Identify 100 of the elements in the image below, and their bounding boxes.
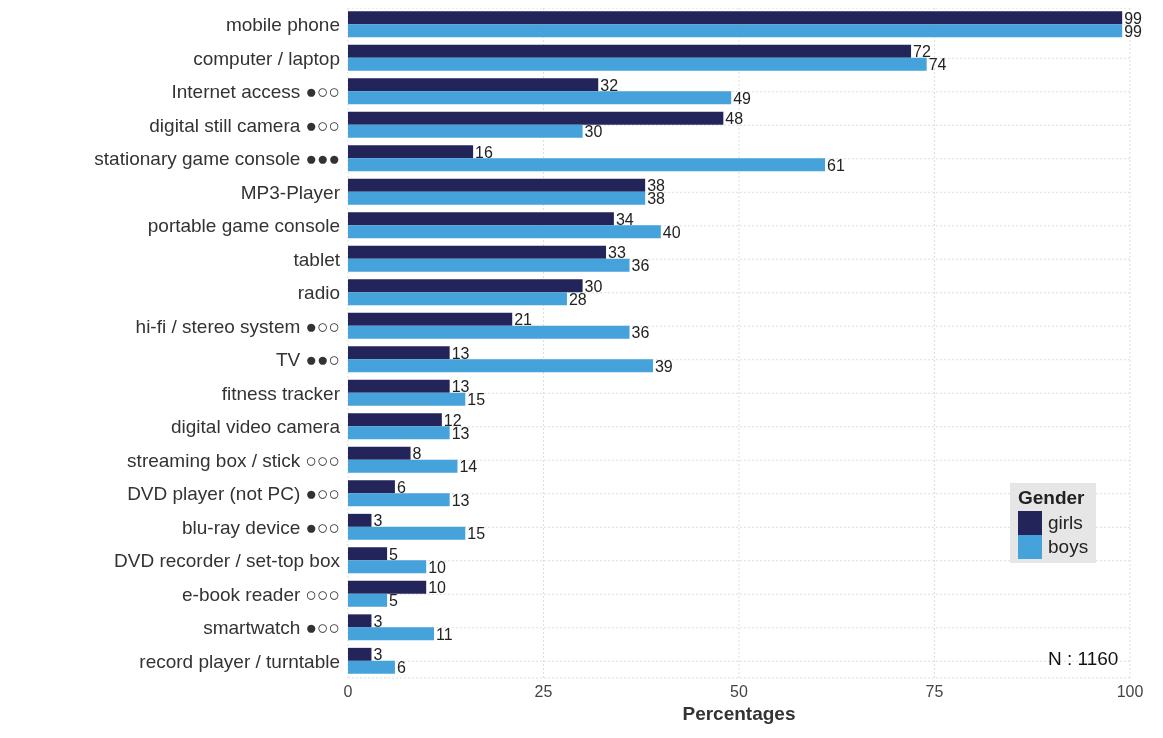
data-label: 40 [662, 223, 681, 241]
bar [348, 413, 442, 427]
x-tick-label: 0 [343, 683, 353, 701]
x-tick-label: 25 [534, 683, 553, 701]
bar [348, 145, 474, 159]
data-label: 13 [451, 491, 470, 509]
bar [348, 526, 466, 540]
data-label: 34 [615, 210, 634, 228]
y-tick-label: hi-fi / stereo system ●○○ [135, 315, 340, 337]
y-tick-label: computer / laptop [193, 47, 340, 69]
data-label: 10 [428, 579, 447, 597]
y-tick-label: record player / turntable [139, 650, 340, 672]
data-label: 5 [389, 592, 399, 610]
y-tick-label: stationary game console ●●● [94, 148, 340, 170]
y-tick-label: DVD player (not PC) ●○○ [127, 483, 340, 505]
legend-title: Gender [1018, 487, 1086, 509]
data-label: 13 [451, 378, 470, 396]
data-label: 11 [436, 625, 453, 643]
bar [348, 78, 599, 92]
bar [348, 57, 927, 71]
data-label: 5 [389, 545, 399, 563]
data-label: 30 [584, 123, 603, 141]
data-label: 14 [459, 458, 478, 476]
data-label: 15 [467, 525, 486, 543]
legend-label: girls [1047, 511, 1084, 535]
bar [348, 124, 583, 138]
bar [348, 593, 388, 607]
bar [348, 111, 724, 125]
data-label: 33 [608, 244, 626, 262]
data-label: 49 [733, 89, 752, 107]
bar [348, 279, 583, 293]
bar [348, 44, 912, 58]
bar [348, 346, 450, 360]
data-label: 6 [396, 659, 406, 677]
bar [348, 24, 1123, 38]
bar [348, 580, 427, 594]
x-tick-label: 50 [730, 683, 748, 701]
data-label: 61 [827, 156, 845, 174]
bar [348, 292, 567, 306]
y-tick-label: e-book reader ○○○ [181, 583, 340, 605]
data-label: 13 [451, 344, 470, 362]
bar [348, 258, 630, 272]
data-label: 32 [600, 76, 619, 94]
y-tick-label: digital still camera ●○○ [149, 115, 340, 136]
y-tick-label: digital video camera [171, 416, 341, 438]
data-label: 6 [396, 478, 406, 496]
data-label: 39 [654, 357, 673, 375]
data-label: 38 [647, 190, 666, 208]
y-tick-label: blu-ray device ●○○ [182, 516, 340, 538]
y-tick-label: DVD recorder / set-top box [114, 550, 341, 572]
y-tick-label: MP3-Player [240, 181, 341, 203]
y-tick-label: fitness tracker [221, 382, 341, 404]
bar [348, 493, 450, 507]
annotation: N : 1160 [1048, 648, 1119, 670]
bar [348, 480, 395, 494]
y-tick-label: tablet [293, 248, 341, 270]
data-label: 36 [631, 324, 650, 342]
y-tick-label: portable game console [147, 215, 340, 237]
bar [348, 158, 826, 172]
bar [348, 614, 372, 628]
bar [348, 426, 450, 440]
data-label: 10 [428, 558, 447, 576]
data-label: 36 [631, 257, 650, 275]
y-tick-label: Internet access ●○○ [171, 81, 340, 103]
data-label: 3 [373, 612, 383, 630]
bar [348, 11, 1123, 25]
x-tick-label: 75 [925, 683, 944, 701]
bar [348, 392, 466, 406]
y-tick-label: mobile phone [225, 14, 340, 36]
x-tick-label: 100 [1116, 683, 1144, 701]
bar [348, 225, 661, 239]
bar [348, 627, 435, 641]
bar [348, 660, 395, 674]
data-label: 15 [467, 391, 486, 409]
bar [348, 312, 513, 326]
bar [348, 560, 427, 574]
data-label: 3 [373, 646, 383, 664]
bar [348, 212, 614, 226]
legend-label: boys [1047, 535, 1089, 559]
data-label: 74 [928, 56, 947, 74]
y-tick-label: streaming box / stick ○○○ [127, 449, 340, 471]
x-axis-title: Percentages [682, 703, 796, 724]
bar [348, 359, 653, 373]
data-label: 72 [913, 43, 931, 61]
bar [348, 191, 646, 205]
bar [348, 178, 646, 192]
bar [348, 446, 411, 460]
bar [348, 647, 372, 661]
bar [348, 91, 732, 105]
y-tick-label: TV ●●○ [276, 349, 340, 371]
bar [348, 547, 388, 561]
data-label: 3 [373, 512, 383, 530]
data-label: 21 [514, 311, 533, 329]
bar [348, 245, 607, 259]
bar [348, 513, 372, 527]
bar [348, 325, 630, 339]
y-tick-label: smartwatch ●○○ [203, 617, 340, 639]
data-label: 48 [725, 110, 744, 128]
bar [348, 459, 458, 473]
y-tick-label: radio [297, 282, 340, 304]
